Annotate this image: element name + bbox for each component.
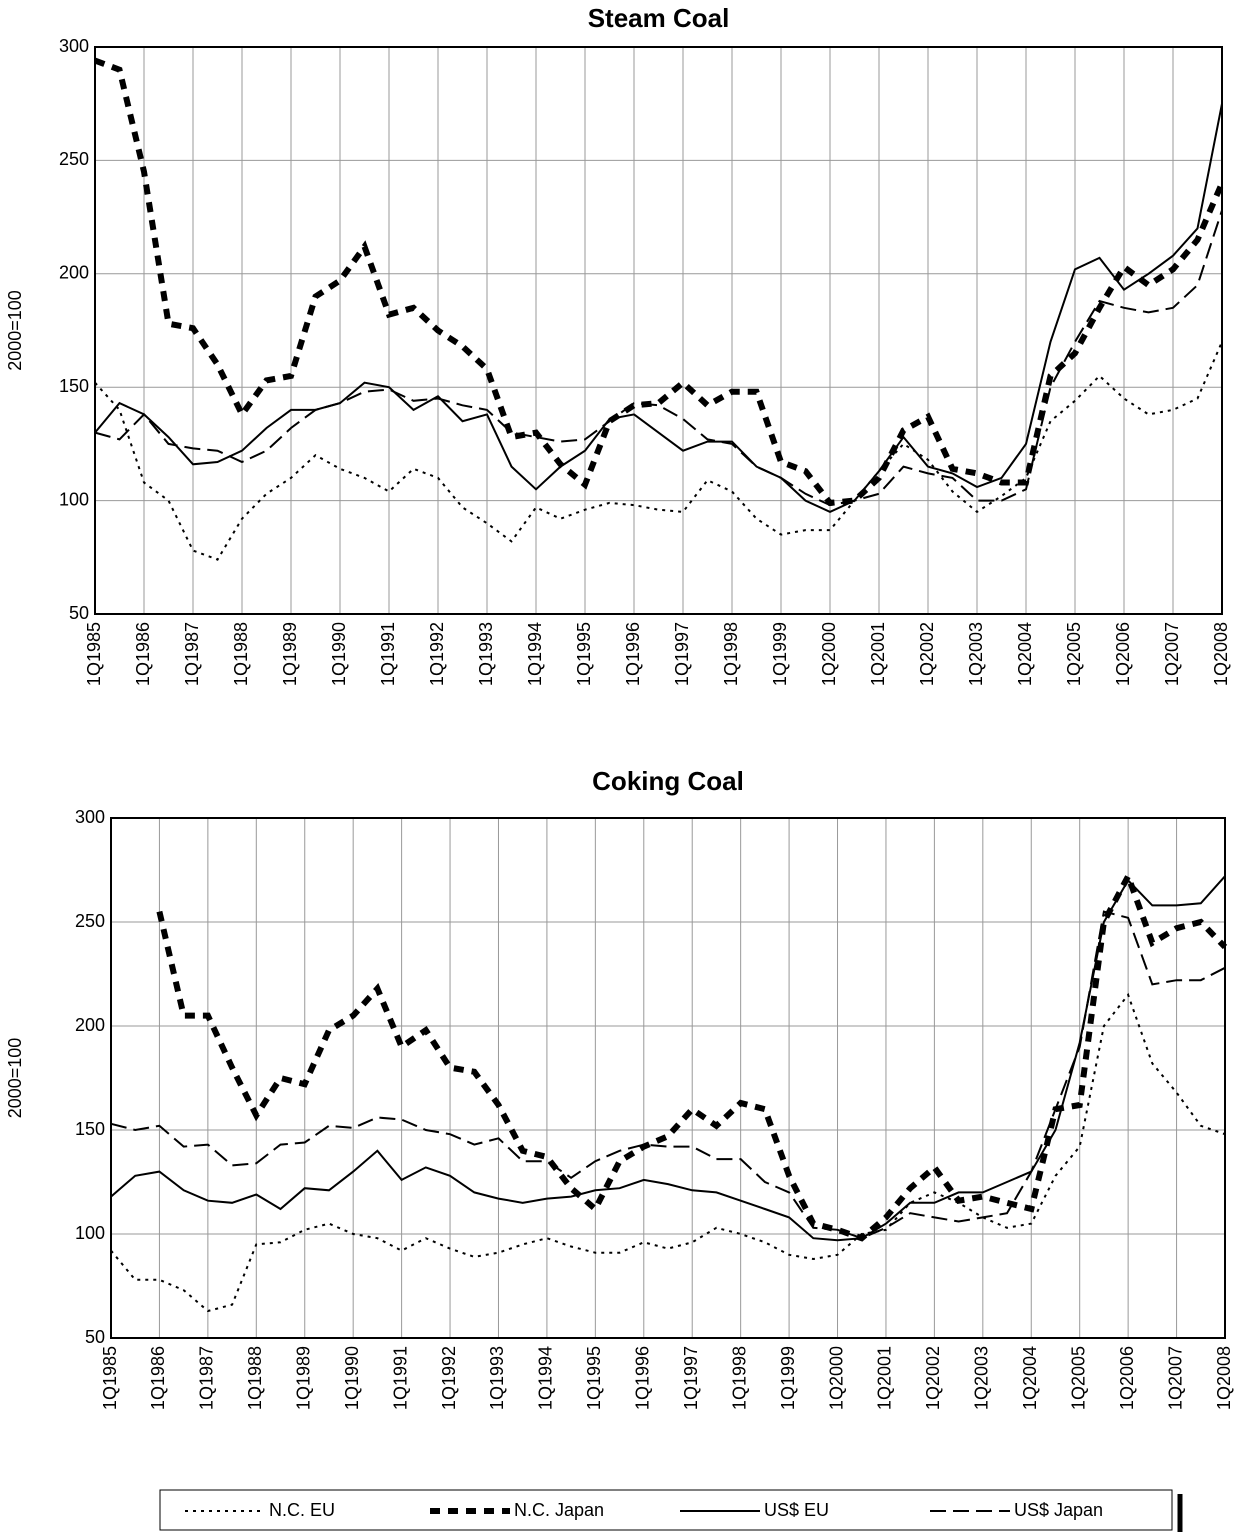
x-tick-label: 1Q1986 — [148, 1346, 168, 1410]
x-tick-label: 1Q2003 — [972, 1346, 992, 1410]
x-tick-label: 1Q1985 — [84, 622, 104, 686]
x-tick-label: 1Q2005 — [1064, 622, 1084, 686]
y-tick-label: 50 — [69, 603, 89, 623]
x-tick-label: 1Q2005 — [1068, 1346, 1088, 1410]
x-tick-label: 1Q1992 — [427, 622, 447, 686]
legend-label: N.C. EU — [269, 1500, 335, 1520]
y-tick-label: 150 — [59, 376, 89, 396]
y-tick-label: 100 — [59, 489, 89, 509]
x-tick-label: 1Q1996 — [633, 1346, 653, 1410]
x-tick-label: 1Q2008 — [1214, 1346, 1234, 1410]
y-tick-label: 250 — [59, 149, 89, 169]
y-tick-label: 200 — [59, 263, 89, 283]
x-tick-label: 1Q2007 — [1165, 1346, 1185, 1410]
x-tick-label: 1Q1999 — [778, 1346, 798, 1410]
x-tick-label: 1Q1988 — [245, 1346, 265, 1410]
x-tick-label: 1Q1989 — [293, 1346, 313, 1410]
y-tick-label: 150 — [75, 1119, 105, 1139]
x-tick-label: 1Q2007 — [1162, 622, 1182, 686]
x-tick-label: 1Q2003 — [966, 622, 986, 686]
series-line — [110, 875, 1226, 1242]
x-tick-label: 1Q1996 — [623, 622, 643, 686]
y-tick-label: 100 — [75, 1223, 105, 1243]
series-line — [110, 910, 1226, 1240]
x-tick-label: 1Q2006 — [1113, 622, 1133, 686]
x-tick-label: 1Q1989 — [280, 622, 300, 686]
series-line — [94, 103, 1223, 514]
x-tick-label: 1Q1990 — [342, 1346, 362, 1410]
plot-frame — [110, 817, 1226, 1339]
x-tick-label: 1Q1997 — [681, 1346, 701, 1410]
x-tick-label: 1Q2002 — [923, 1346, 943, 1410]
y-axis-label: 2000=100 — [5, 290, 25, 371]
y-axis-label: 2000=100 — [5, 1038, 25, 1119]
x-tick-label: 1Q1999 — [770, 622, 790, 686]
x-tick-label: 1Q1986 — [133, 622, 153, 686]
x-tick-label: 1Q1985 — [100, 1346, 120, 1410]
series-line — [94, 341, 1223, 561]
x-tick-label: 1Q2008 — [1211, 622, 1231, 686]
x-tick-label: 1Q1998 — [729, 1346, 749, 1410]
series-line — [93, 57, 1225, 507]
x-tick-label: 1Q1988 — [231, 622, 251, 686]
x-tick-label: 1Q1993 — [487, 1346, 507, 1410]
x-tick-label: 1Q1995 — [584, 1346, 604, 1410]
plot-frame — [94, 46, 1223, 615]
x-tick-label: 1Q1992 — [439, 1346, 459, 1410]
x-tick-label: 1Q1995 — [574, 622, 594, 686]
x-tick-label: 1Q1987 — [197, 1346, 217, 1410]
series-line — [94, 209, 1223, 507]
x-tick-label: 1Q2001 — [868, 622, 888, 686]
x-tick-label: 1Q2004 — [1020, 1346, 1040, 1410]
x-tick-label: 1Q2000 — [819, 622, 839, 686]
y-tick-label: 300 — [59, 36, 89, 56]
y-tick-label: 50 — [85, 1327, 105, 1347]
x-tick-label: 1Q1990 — [329, 622, 349, 686]
y-tick-label: 250 — [75, 911, 105, 931]
chart-title: Steam Coal — [588, 3, 730, 33]
legend-label: US$ Japan — [1014, 1500, 1103, 1520]
x-tick-label: 1Q2001 — [875, 1346, 895, 1410]
x-tick-label: 1Q1987 — [182, 622, 202, 686]
x-tick-label: 1Q2006 — [1117, 1346, 1137, 1410]
y-tick-label: 300 — [75, 807, 105, 827]
x-tick-label: 1Q1994 — [536, 1346, 556, 1410]
legend-label: US$ EU — [764, 1500, 829, 1520]
x-tick-label: 1Q2002 — [917, 622, 937, 686]
x-tick-label: 1Q1991 — [390, 1346, 410, 1410]
series-line — [110, 992, 1226, 1313]
y-tick-label: 200 — [75, 1015, 105, 1035]
x-tick-label: 1Q2004 — [1015, 622, 1035, 686]
x-tick-label: 1Q1994 — [525, 622, 545, 686]
x-tick-label: 1Q1991 — [378, 622, 398, 686]
x-tick-label: 1Q1998 — [721, 622, 741, 686]
x-tick-label: 1Q1993 — [476, 622, 496, 686]
x-tick-label: 1Q1997 — [672, 622, 692, 686]
x-tick-label: 1Q2000 — [826, 1346, 846, 1410]
chart-title: Coking Coal — [592, 766, 744, 796]
legend-label: N.C. Japan — [514, 1500, 604, 1520]
